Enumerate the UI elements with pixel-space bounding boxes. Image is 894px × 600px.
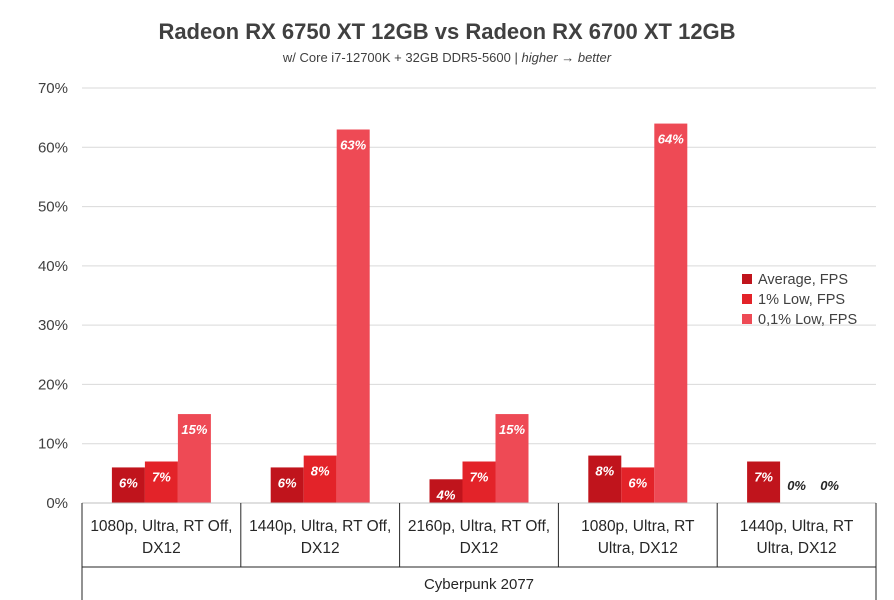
bar — [462, 461, 496, 503]
y-tick-label: 60% — [38, 139, 68, 156]
data-label: 6% — [628, 475, 647, 490]
y-tick-label: 30% — [38, 317, 68, 334]
data-label: 7% — [754, 470, 773, 485]
x-axis: 1080p, Ultra, RT Off, DX12 1440p, Ultra, R… — [81, 502, 877, 600]
data-label: 63% — [340, 138, 366, 153]
data-label: 8% — [595, 464, 614, 479]
bar — [429, 479, 463, 503]
legend: Average, FPS 1% Low, FPS 0,1% Low, FPS — [742, 272, 857, 328]
bar — [336, 129, 370, 503]
legend-label: Average, FPS — [758, 272, 848, 288]
x-category-label: 1080p, Ultra, RT Off, — [90, 518, 232, 535]
bar — [495, 414, 529, 503]
legend-label: 1% Low, FPS — [758, 292, 845, 308]
legend-swatch — [742, 314, 752, 324]
data-label: 4% — [436, 487, 456, 502]
data-label: 8% — [311, 464, 330, 479]
subtitle-prefix: w/ Core i7-12700K + 32GB DDR5-5600 | — [282, 50, 522, 65]
data-label: 7% — [470, 470, 489, 485]
bar — [621, 467, 655, 503]
x-category-label: Ultra, DX12 — [757, 540, 837, 557]
x-category-label: DX12 — [460, 540, 499, 557]
gridlines — [82, 87, 876, 445]
x-category-label: 1440p, Ultra, RT — [740, 518, 854, 535]
data-label: 6% — [119, 475, 138, 490]
y-tick-label: 10% — [38, 436, 68, 453]
data-label: 64% — [658, 132, 684, 147]
data-label: 0% — [820, 478, 839, 493]
data-label: 7% — [152, 470, 171, 485]
chart-subtitle: w/ Core i7-12700K + 32GB DDR5-5600 | hig… — [282, 50, 612, 65]
bar — [747, 461, 781, 503]
data-labels: 6% 6% 4% 8% 7% 7% 8% 7% 6% 0% 15% 63% 15% 64% 0% — [119, 132, 839, 503]
bar — [303, 455, 337, 503]
y-tick-label: 40% — [38, 258, 68, 275]
x-category-label: 1080p, Ultra, RT — [581, 518, 695, 535]
x-group-label: Cyberpunk 2077 — [424, 576, 534, 593]
chart-title: Radeon RX 6750 XT 12GB vs Radeon RX 6700… — [158, 19, 735, 44]
data-label: 15% — [499, 422, 525, 437]
bar — [144, 461, 178, 503]
y-tick-label: 0% — [46, 495, 68, 512]
x-category-label: Ultra, DX12 — [598, 540, 678, 557]
bars — [111, 123, 781, 504]
bar — [654, 123, 688, 504]
legend-swatch — [742, 294, 752, 304]
y-tick-label: 20% — [38, 376, 68, 393]
x-category-label: 2160p, Ultra, RT Off, — [408, 518, 550, 535]
x-category-label: DX12 — [142, 540, 181, 557]
bar — [270, 467, 304, 503]
x-category-label: DX12 — [301, 540, 340, 557]
data-label: 15% — [181, 422, 207, 437]
legend-label: 0,1% Low, FPS — [758, 312, 857, 328]
bar — [177, 414, 211, 503]
bar — [111, 467, 145, 503]
y-tick-label: 70% — [38, 80, 68, 97]
data-label: 0% — [787, 478, 806, 493]
data-label: 6% — [278, 475, 297, 490]
subtitle-suffix: higher → better — [521, 50, 611, 65]
legend-swatch — [742, 274, 752, 284]
y-axis: 0% 10% 20% 30% 40% 50% 60% 70% — [38, 80, 68, 512]
bar — [588, 455, 622, 503]
x-category-label: 1440p, Ultra, RT Off, — [249, 518, 391, 535]
y-tick-label: 50% — [38, 199, 68, 216]
